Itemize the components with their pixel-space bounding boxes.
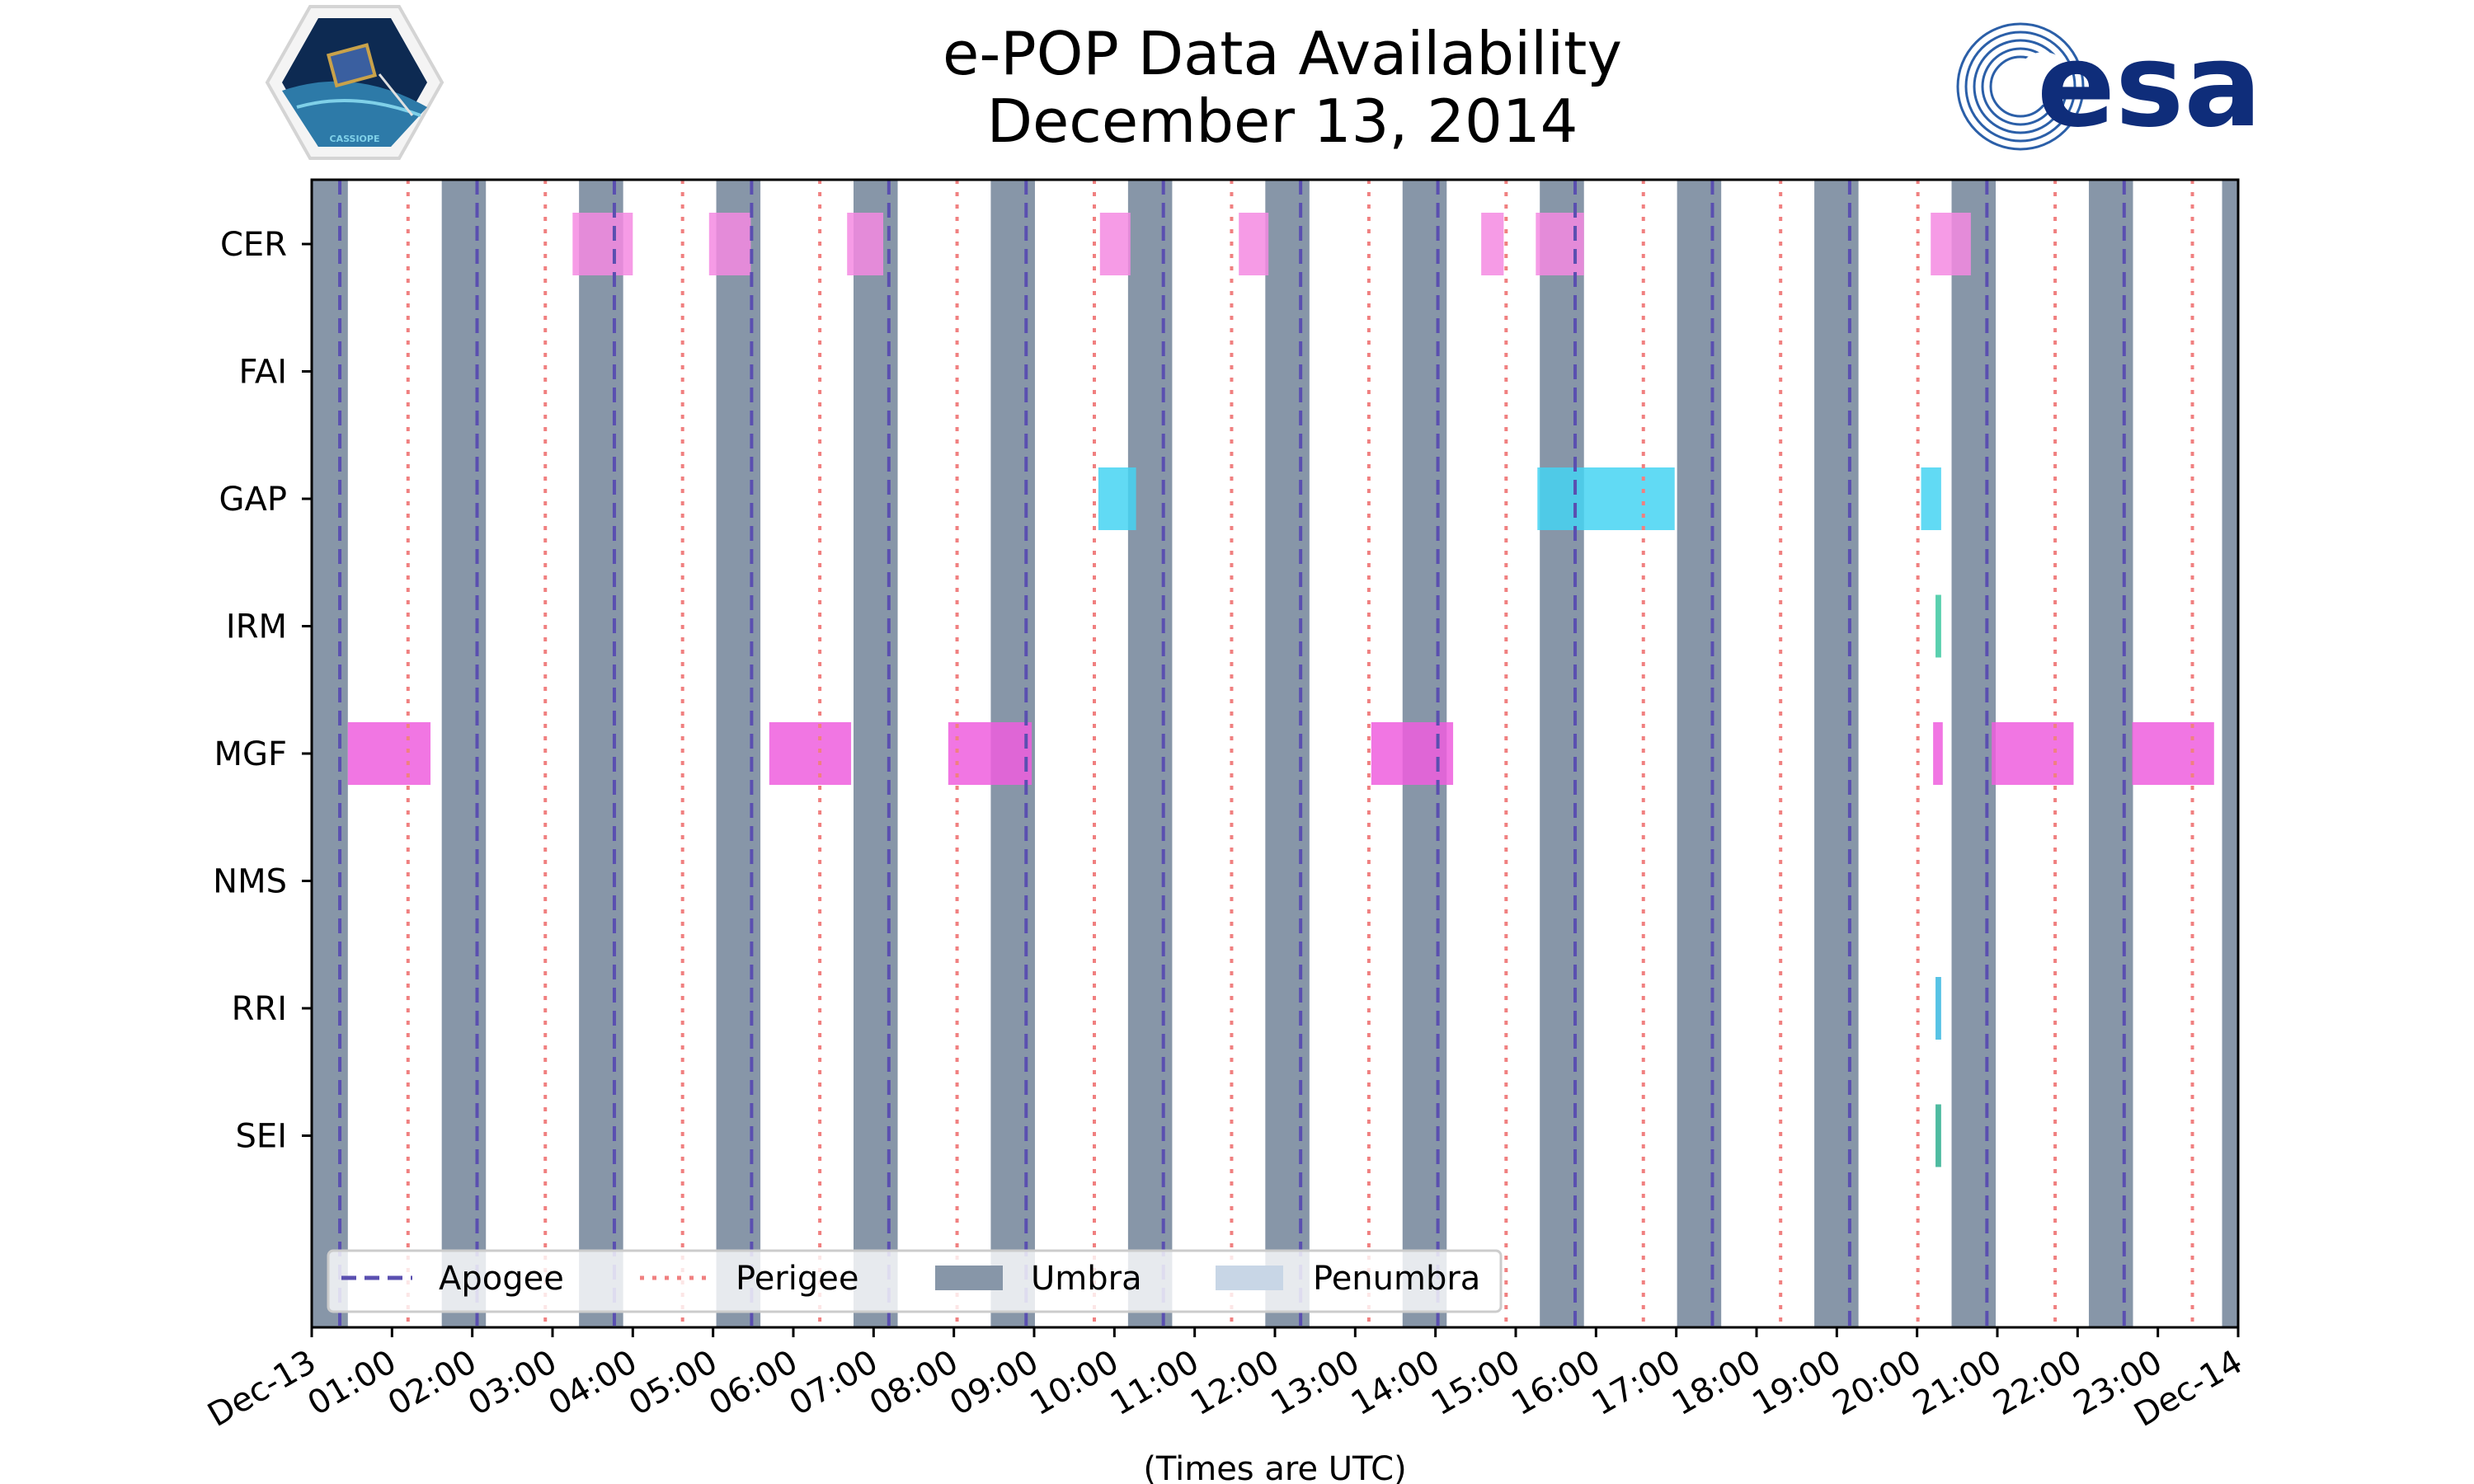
data-segment-cer (847, 213, 884, 275)
chart-title-line-2: December 13, 2014 (987, 87, 1578, 156)
x-tick-label: 15:00 (1425, 1343, 1526, 1423)
y-tick-label-rri: RRI (232, 990, 287, 1028)
y-tick-label-nms: NMS (213, 863, 287, 901)
legend-umbra-label: Umbra (1031, 1260, 1142, 1298)
umbra-band (1814, 180, 1859, 1327)
umbra-band (579, 180, 623, 1327)
x-tick-label: 17:00 (1586, 1343, 1687, 1423)
data-segment-gap (1537, 467, 1675, 530)
x-tick-label: 21:00 (1907, 1343, 2008, 1423)
y-tick-label-sei: SEI (236, 1118, 287, 1156)
y-tick-label-cer: CER (220, 226, 287, 264)
data-segment-gap (1098, 467, 1136, 530)
umbra-band (1540, 180, 1584, 1327)
x-tick-label: 09:00 (943, 1343, 1045, 1423)
x-tick-label: 05:00 (623, 1343, 724, 1423)
x-tick-label: 13:00 (1264, 1343, 1366, 1423)
data-segment-cer (1239, 213, 1269, 275)
umbra-band (716, 180, 761, 1327)
x-tick-label: 12:00 (1184, 1343, 1286, 1423)
x-tick-label: 03:00 (462, 1343, 563, 1423)
legend-box (327, 1249, 1503, 1313)
x-tick-label: 16:00 (1505, 1343, 1606, 1423)
chart-title-line-1: e-POP Data Availability (943, 19, 1622, 88)
y-tick-label-irm: IRM (226, 608, 287, 646)
x-tick-label: 10:00 (1023, 1343, 1125, 1423)
cassiope-logo: CASSIOPE (265, 5, 444, 160)
umbra-band (1677, 180, 1722, 1327)
segment-layer (347, 213, 2214, 1167)
data-segment-cer (1481, 213, 1504, 275)
umbra-band (312, 180, 348, 1327)
orbit-line-layer (338, 180, 2194, 1327)
cassiope-logo-text: CASSIOPE (330, 134, 380, 144)
legend-penumbra-swatch (1216, 1266, 1283, 1290)
data-segment-mgf (769, 722, 852, 785)
data-segment-cer (572, 213, 633, 275)
x-axis-label: (Times are UTC) (1143, 1450, 1406, 1484)
umbra-layer (312, 180, 2238, 1327)
y-tick-label-mgf: MGF (214, 735, 287, 773)
legend-penumbra-label: Penumbra (1313, 1260, 1480, 1298)
x-tick-label: 01:00 (301, 1343, 402, 1423)
data-segment-sei (1935, 1104, 1941, 1167)
data-segment-irm (1935, 594, 1941, 658)
legend: Apogee Perigee Umbra Penumbra (327, 1249, 1503, 1313)
umbra-band (854, 180, 898, 1327)
legend-apogee-label: Apogee (439, 1260, 564, 1298)
esa-logo-text: esa (2037, 19, 2262, 153)
umbra-band (2088, 180, 2133, 1327)
data-segment-cer (1536, 213, 1584, 275)
x-tick-label: 18:00 (1666, 1343, 1767, 1423)
x-tick-label: 06:00 (703, 1343, 804, 1423)
data-segment-mgf (2132, 722, 2214, 785)
data-segment-cer (708, 213, 751, 275)
x-tick-label: 04:00 (542, 1343, 643, 1423)
legend-umbra-swatch (935, 1266, 1003, 1290)
legend-perigee-label: Perigee (736, 1260, 858, 1298)
data-segment-mgf (1933, 722, 1943, 785)
data-segment-mgf (948, 722, 1032, 785)
umbra-band (2222, 180, 2238, 1327)
umbra-band (1127, 180, 1173, 1327)
x-tick-label: 07:00 (783, 1343, 884, 1423)
x-tick-label: 08:00 (863, 1343, 965, 1423)
y-tick-label-gap: GAP (219, 481, 287, 519)
data-segment-mgf (347, 722, 431, 785)
y-tick-label-fai: FAI (239, 354, 288, 392)
y-axis: CER FAI GAP IRM MGF NMS RRI SEI (213, 226, 312, 1156)
data-segment-gap (1921, 467, 1941, 530)
x-tick-label: 11:00 (1104, 1343, 1206, 1423)
x-tick-label: 19:00 (1746, 1343, 1847, 1423)
umbra-band (441, 180, 487, 1327)
x-tick-label: 02:00 (382, 1343, 483, 1423)
plot-area: CER FAI GAP IRM MGF NMS RRI SEI Dec-1301:0002:0… (201, 178, 2249, 1435)
data-segment-cer (1931, 213, 1971, 275)
esa-logo: esa (1956, 19, 2262, 153)
data-segment-mgf (1992, 722, 2074, 785)
umbra-band (1951, 180, 1997, 1327)
x-axis: Dec-1301:0002:0003:0004:0005:0006:0007:0… (201, 1327, 2249, 1435)
data-segment-rri (1935, 977, 1941, 1040)
x-tick-label: 22:00 (1987, 1343, 2088, 1423)
x-tick-label: 14:00 (1345, 1343, 1446, 1423)
data-segment-mgf (1371, 722, 1454, 785)
x-tick-label: 20:00 (1827, 1343, 1928, 1423)
data-segment-cer (1099, 213, 1131, 275)
umbra-band (1265, 180, 1310, 1327)
